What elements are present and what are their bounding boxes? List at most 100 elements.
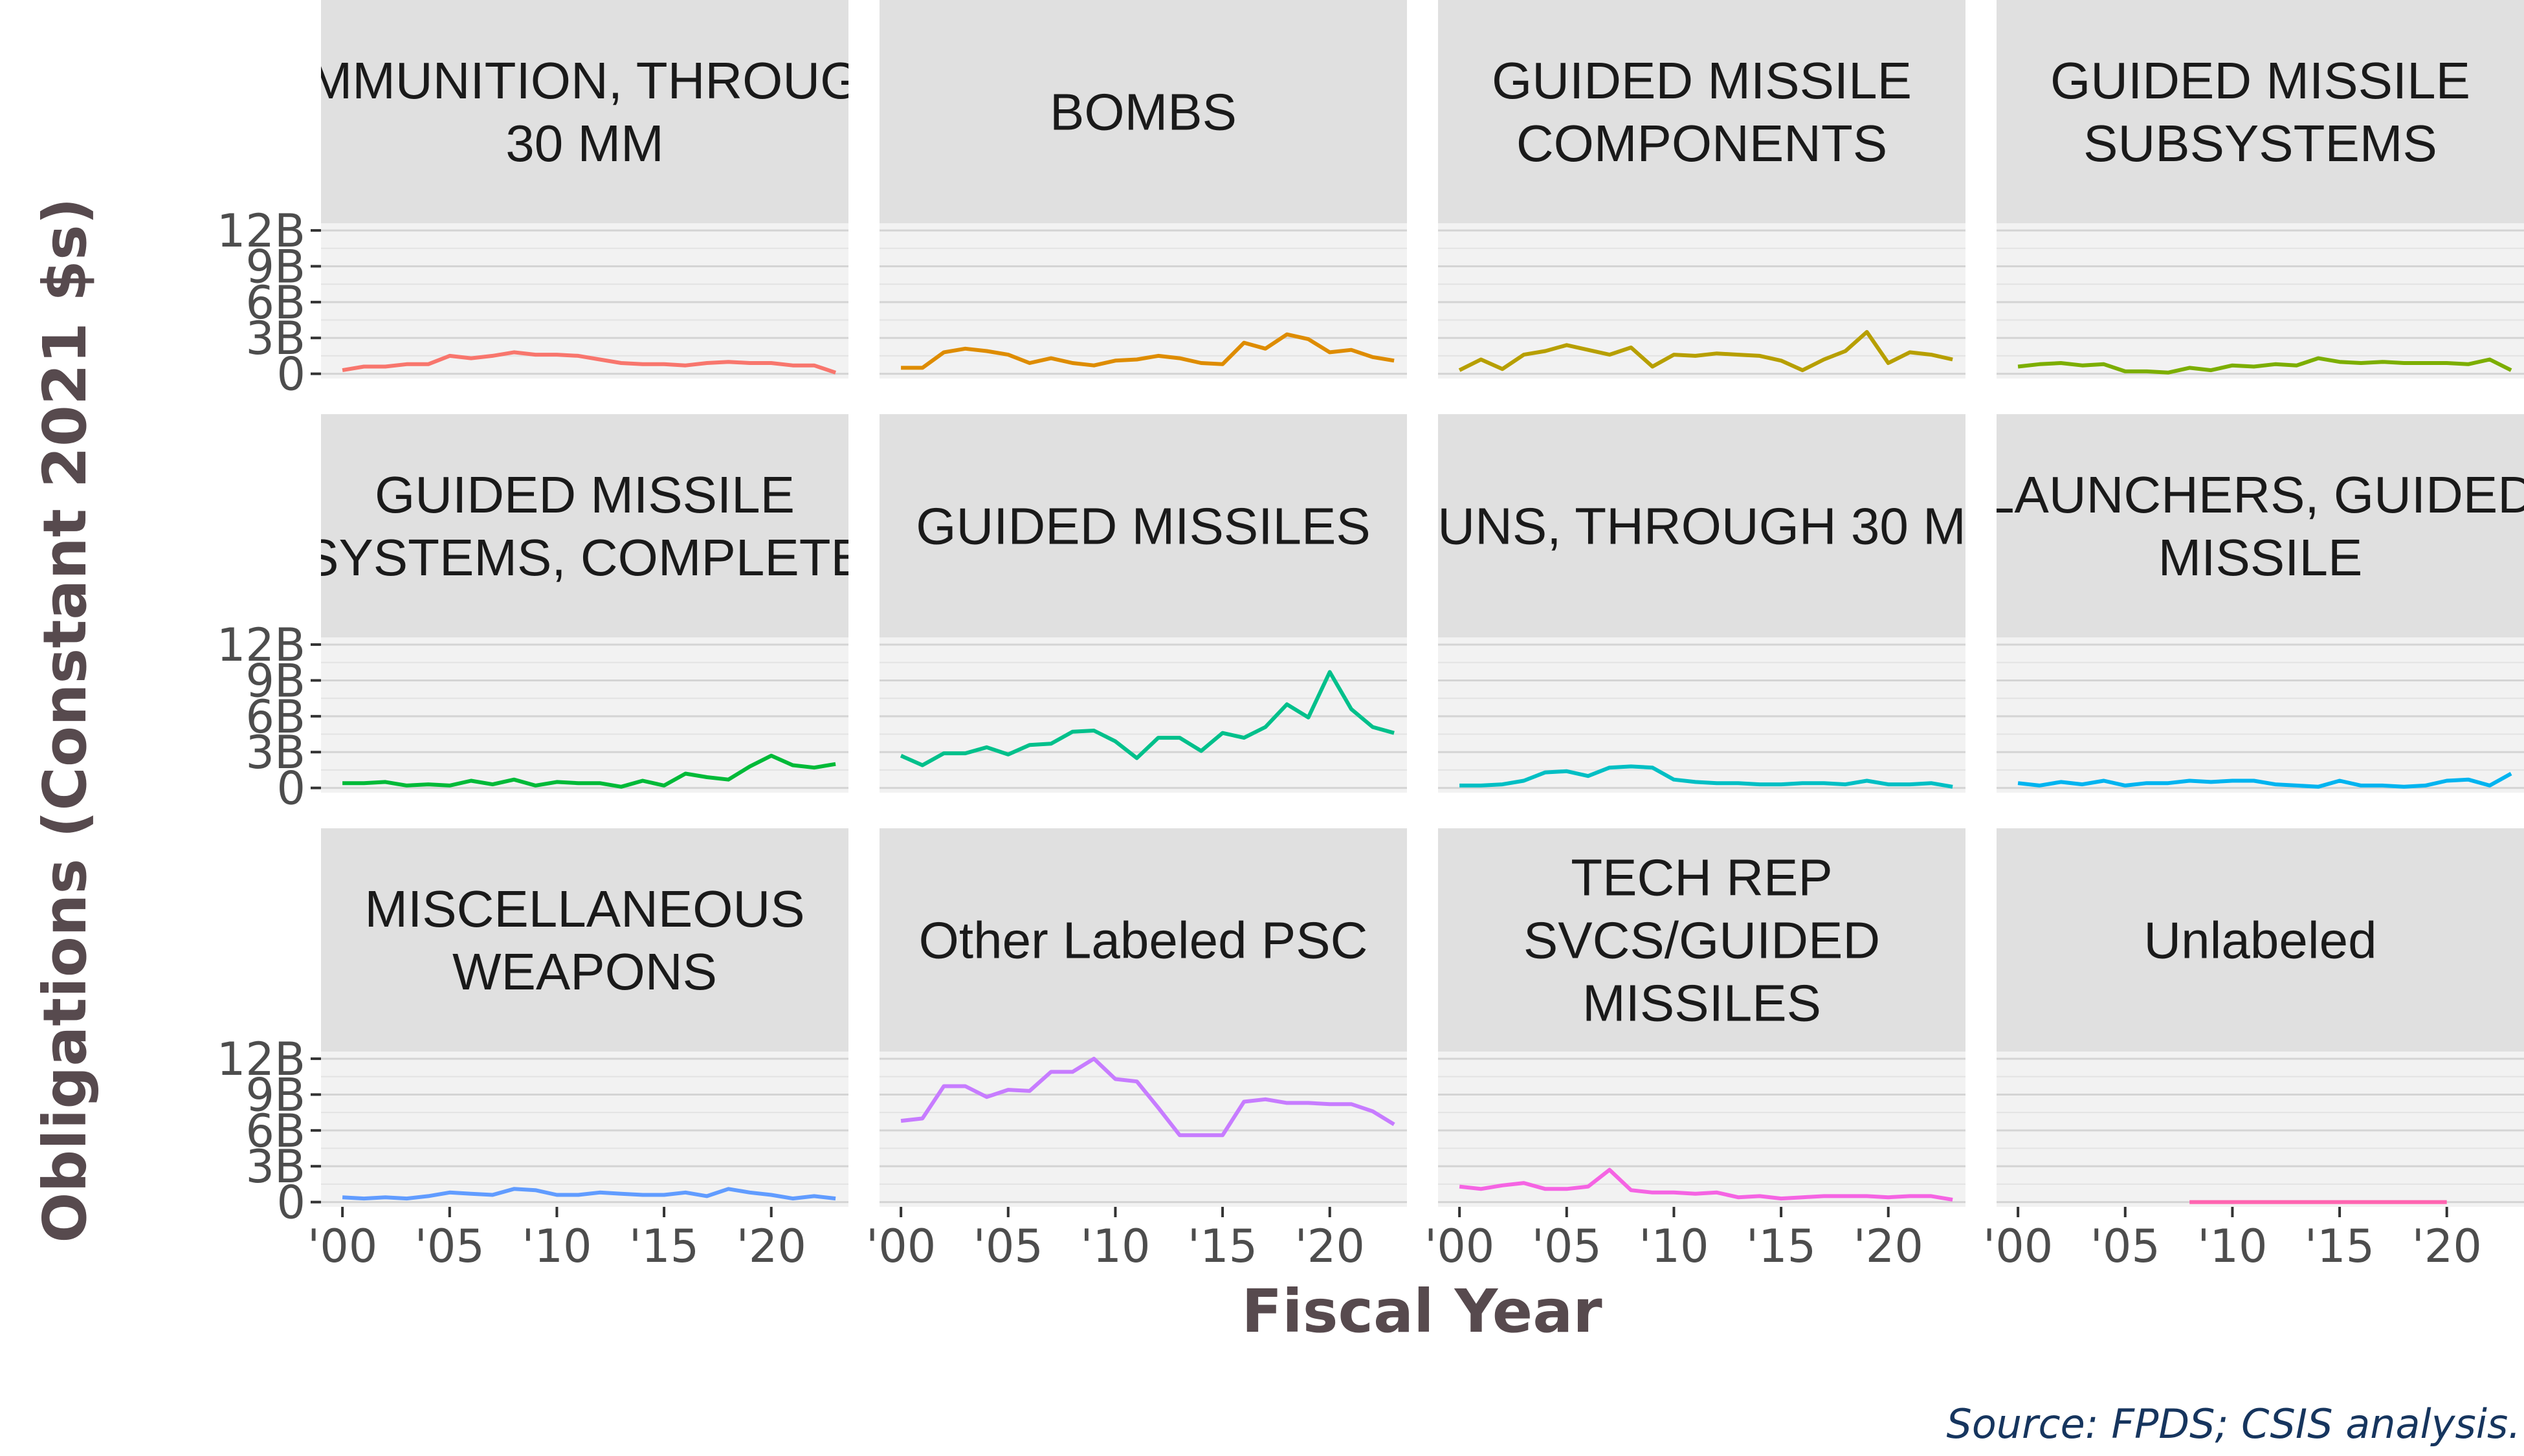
facet-title-line: MISSILE	[2158, 529, 2363, 586]
x-tick-label: '05	[2090, 1220, 2160, 1273]
facet-title-line: SVCS/GUIDED	[1523, 912, 1880, 969]
facet-title-line: SUBSYSTEMS	[2083, 115, 2437, 172]
facet-strip	[321, 828, 848, 1052]
facet-title-line: MMUNITION, THROUG	[309, 52, 861, 109]
series-line	[1459, 1167, 1953, 1202]
plot-panel-bg	[321, 637, 848, 793]
facet-strip	[1997, 0, 2524, 223]
facet-strip	[880, 828, 1407, 1052]
facet-strip	[880, 414, 1407, 637]
y-tick-label: 0	[276, 1176, 305, 1230]
x-tick-label: '05	[973, 1220, 1043, 1273]
x-tick-label: '20	[2412, 1220, 2482, 1273]
series-line	[1459, 764, 1953, 789]
y-tick-label: 6B	[245, 276, 305, 329]
plot-panel-bg	[880, 637, 1407, 793]
facet-title-line: Unlabeled	[2143, 912, 2376, 969]
y-tick-label: 3B	[245, 726, 305, 779]
y-tick-label: 9B	[245, 240, 305, 293]
y-tick-label: 9B	[245, 654, 305, 707]
y-tick-label: 6B	[245, 1105, 305, 1158]
x-tick-label: '20	[1854, 1220, 1923, 1273]
y-axis-title-group: Obligations (Constant 2021 $s)	[30, 197, 100, 1243]
facet-title-line: GUIDED MISSILE	[375, 466, 795, 524]
facet-title-line: GUIDED MISSILES	[916, 498, 1370, 555]
plot-panel-bg	[1438, 1052, 1965, 1207]
x-tick-label: '20	[1295, 1220, 1365, 1273]
series-line	[1458, 330, 1953, 373]
facet-title-line: GUIDED MISSILE	[2050, 52, 2470, 109]
plot-panel-bg	[1997, 223, 2524, 379]
x-tick-label: '05	[415, 1220, 485, 1273]
y-tick-label: 0	[276, 762, 305, 815]
facet-strip	[321, 414, 848, 637]
y-tick-label: 12B	[217, 1033, 305, 1086]
facet-strip	[1997, 828, 2524, 1052]
x-tick-label: '10	[1639, 1220, 1709, 1273]
facet-title-line: SYSTEMS, COMPLETE	[304, 529, 865, 586]
x-tick-label: '10	[2197, 1220, 2267, 1273]
y-tick-label: 0	[276, 348, 305, 401]
facet-title-line: MISCELLANEOUS	[364, 880, 804, 938]
x-tick-label: '05	[1532, 1220, 1602, 1273]
x-tick-label: '15	[1188, 1220, 1257, 1273]
series-line	[342, 753, 836, 789]
x-tick-label: '20	[736, 1220, 806, 1273]
facet-title-line: MISSILES	[1582, 975, 1821, 1032]
facet-title-line: LAUNCHERS, GUIDED	[1986, 466, 2524, 524]
facet-title-line: TECH REP	[1571, 849, 1833, 907]
facet-title-line: BOMBS	[1050, 83, 1237, 141]
facet-title-line: GUIDED MISSILE	[1492, 52, 1912, 109]
plot-panel-bg	[1438, 637, 1965, 793]
facet-strip	[1438, 0, 1965, 223]
y-tick-label: 12B	[217, 204, 305, 258]
x-tick-label: '15	[629, 1220, 699, 1273]
x-tick-label: '15	[2305, 1220, 2375, 1273]
y-axis-title: Obligations (Constant 2021 $s)	[30, 197, 100, 1243]
facet-title-line: WEAPONS	[452, 943, 717, 1000]
facet-panel: Unlabeled '00 '05 '10 '15 '20	[1983, 828, 2524, 1273]
facet-title-line: COMPONENTS	[1516, 115, 1887, 172]
series-line	[2017, 356, 2512, 375]
facet-panel: BOMBS	[880, 0, 1407, 379]
facet-strip	[880, 0, 1407, 223]
series-line	[2017, 771, 2512, 789]
series-line	[342, 350, 837, 375]
facet-panel: Other Labeled PSC '00 '05 '10 '15 '20	[866, 828, 1407, 1273]
x-tick-label: '15	[1746, 1220, 1816, 1273]
series-line	[901, 332, 1395, 370]
facet-title-line: 30 MM	[505, 115, 664, 172]
x-tick-label: '10	[1080, 1220, 1150, 1273]
y-tick-label: 9B	[245, 1068, 305, 1121]
facet-panel: GUIDED MISSILES	[880, 414, 1407, 793]
series-line	[900, 1057, 1395, 1138]
x-tick-label: '00	[307, 1220, 377, 1273]
x-tick-label: '00	[1424, 1220, 1494, 1273]
facet-panel: UNS, THROUGH 30 M	[1437, 414, 1965, 793]
facet-title-line: Other Labeled PSC	[919, 912, 1368, 969]
facet-panel: GUIDED MISSILE COMPONENTS	[1438, 0, 1965, 379]
y-tick-label: 3B	[245, 1140, 305, 1193]
plot-panel-bg	[1997, 637, 2524, 793]
x-axis-title: Fiscal Year	[1241, 1277, 1602, 1346]
y-tick-label: 3B	[245, 312, 305, 365]
facet-strip	[1997, 414, 2524, 637]
x-tick-label: '10	[522, 1220, 592, 1273]
plot-panel-bg	[321, 223, 848, 379]
plot-panel-bg	[880, 1052, 1407, 1207]
y-tick-label: 6B	[245, 690, 305, 744]
plot-panel-bg	[880, 223, 1407, 379]
facet-strip	[1438, 828, 1965, 1052]
series-line	[342, 1187, 836, 1201]
plot-panel-bg	[321, 1052, 848, 1207]
facet-panel: GUIDED MISSILE SUBSYSTEMS	[1997, 0, 2524, 379]
facet-title-line: UNS, THROUGH 30 M	[1437, 498, 1965, 555]
x-tick-label: '00	[1983, 1220, 2053, 1273]
facet-strip	[1438, 414, 1965, 637]
